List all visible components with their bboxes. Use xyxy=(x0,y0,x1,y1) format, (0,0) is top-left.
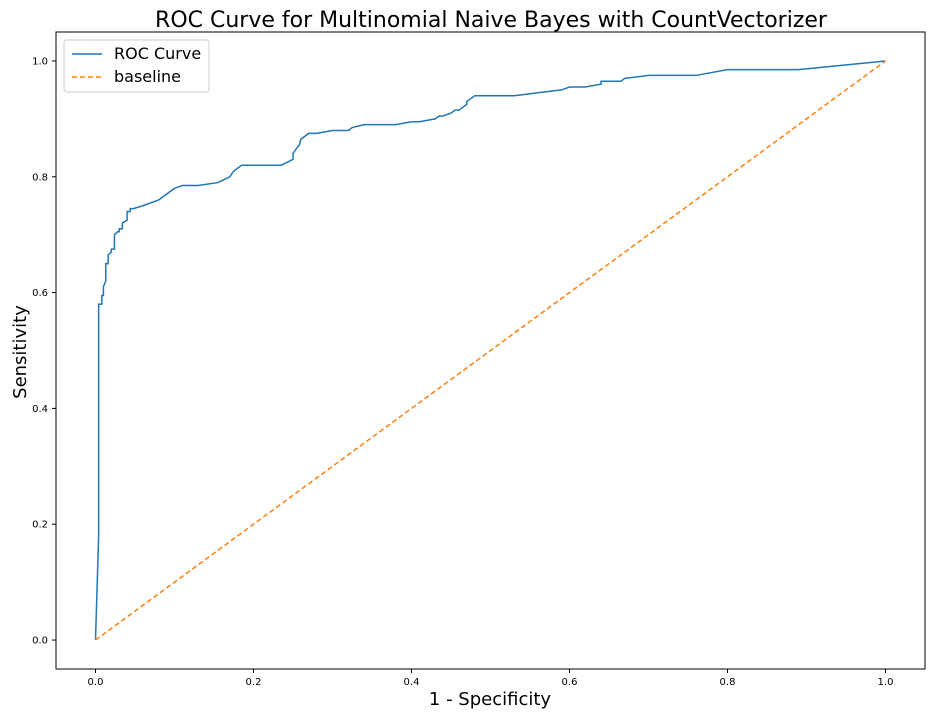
chart-title: ROC Curve for Multinomial Naive Bayes wi… xyxy=(155,8,828,33)
legend-frame xyxy=(63,39,210,93)
x-tick-label: 0.0 xyxy=(88,677,104,688)
plot-area xyxy=(55,31,926,670)
y-axis-ticks: 0.0 0.2 0.4 0.6 0.8 1.0 xyxy=(32,56,56,647)
x-tick-label: 0.8 xyxy=(720,677,736,688)
y-tick-label: 0.2 xyxy=(32,520,48,531)
legend-label-roc-curve: ROC Curve xyxy=(114,44,201,63)
legend: ROC Curve baseline xyxy=(63,39,210,93)
y-axis-label: Sensitivity xyxy=(10,305,31,399)
y-tick-label: 0.0 xyxy=(32,636,48,647)
x-axis-ticks: 0.0 0.2 0.4 0.6 0.8 1.0 xyxy=(88,669,894,688)
x-tick-label: 0.6 xyxy=(562,677,578,688)
legend-label-baseline: baseline xyxy=(114,67,181,86)
y-tick-label: 0.6 xyxy=(32,288,48,299)
x-tick-label: 1.0 xyxy=(878,677,894,688)
x-tick-label: 0.4 xyxy=(404,677,420,688)
series-line-roc-curve xyxy=(94,60,886,641)
x-tick-label: 0.2 xyxy=(246,677,262,688)
y-tick-label: 0.4 xyxy=(32,404,48,415)
x-axis-label: 1 - Specificity xyxy=(429,689,552,710)
series-layer xyxy=(94,60,886,641)
y-tick-label: 0.8 xyxy=(32,172,48,183)
series-line-baseline xyxy=(95,60,886,641)
y-tick-label: 1.0 xyxy=(32,56,48,67)
